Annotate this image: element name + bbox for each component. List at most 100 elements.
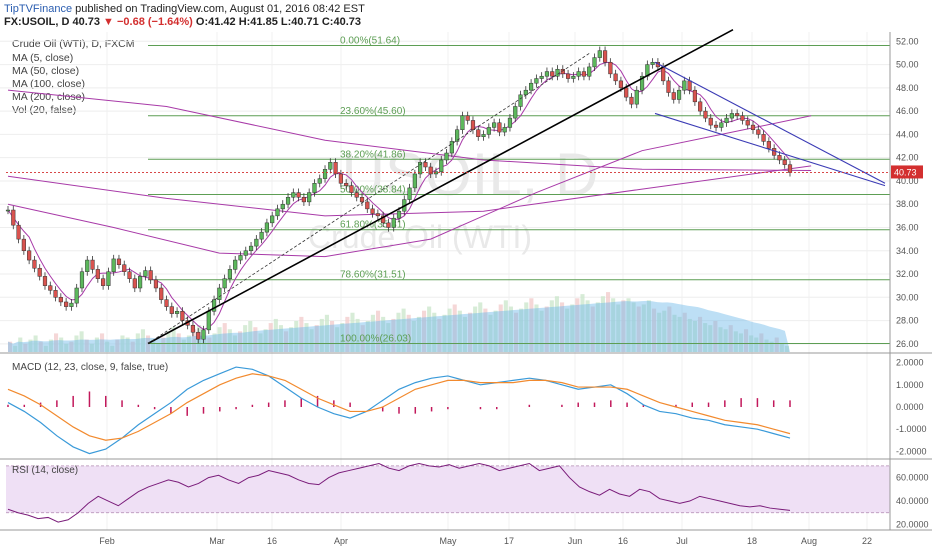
volume-bar [273, 318, 278, 352]
volume-bar [376, 310, 381, 352]
rsi-tick-label: 20.0000 [896, 519, 929, 529]
macd-title: MACD (12, 23, close, 9, false, true) [12, 362, 168, 373]
candle-body [317, 178, 322, 184]
fib-level-label: 100.00%(26.03) [340, 334, 411, 345]
candle-body [344, 183, 349, 186]
candle-body [106, 271, 111, 286]
volume-bar [692, 321, 697, 352]
candle-body [206, 311, 211, 331]
candle-body [190, 324, 196, 333]
candle-body [32, 259, 37, 269]
candle-body [476, 129, 481, 137]
candle-body [772, 148, 777, 156]
x-tick-label: 16 [267, 536, 277, 546]
volume-bar [682, 312, 687, 352]
volume-bar [652, 308, 657, 352]
candle-body [576, 71, 581, 77]
volume-bar [324, 314, 329, 352]
ma-line [7, 115, 812, 258]
candle-body [259, 231, 264, 240]
candle-body [365, 201, 370, 210]
candle-body [127, 271, 132, 279]
x-tick-label: Jul [676, 536, 688, 546]
volume-bar [151, 339, 156, 352]
volume-bar [631, 302, 636, 352]
volume-bar [120, 335, 125, 352]
price-tick-label: 46.00 [896, 106, 919, 116]
volume-bar [289, 327, 294, 352]
price-tick-label: 48.00 [896, 83, 919, 93]
price-tick-label: 28.00 [896, 316, 919, 326]
volume-bar [432, 312, 437, 352]
volume-bar [43, 345, 48, 352]
volume-bar [74, 335, 79, 352]
candle-body [407, 187, 412, 200]
volume-bar [580, 294, 585, 352]
candle-body [338, 173, 343, 184]
candle-body [291, 192, 296, 198]
candle-body [618, 80, 624, 89]
candle-body [735, 113, 740, 117]
candle-body [713, 124, 719, 128]
price-tick-label: 52.00 [896, 36, 919, 46]
candle-body [333, 162, 338, 175]
rsi-panel: RSI (14, close) 60.0000 40.0000 20.0000 [6, 462, 929, 529]
candle-body [79, 271, 85, 289]
volume-bar [442, 314, 447, 352]
candle-body [312, 183, 317, 193]
volume-bar [23, 343, 28, 352]
candle-body [423, 162, 428, 168]
candle-body [217, 287, 222, 300]
candle-body [729, 113, 734, 119]
volume-bar [600, 296, 605, 352]
candle-body [48, 285, 53, 291]
volume-bar [110, 345, 115, 352]
candle-body [164, 299, 169, 307]
volume-bar [64, 343, 69, 352]
candle-body [238, 255, 243, 261]
volume-bar [595, 302, 600, 352]
rsi-line [7, 462, 791, 523]
candle-body [412, 173, 417, 189]
volume-bar [294, 321, 299, 352]
publisher-link[interactable]: TipTVFinance [4, 3, 73, 15]
volume-bar [304, 323, 309, 352]
fib-level-label: 38.20%(41.86) [340, 149, 406, 160]
candle-body [666, 80, 671, 93]
trendlines [6, 28, 890, 345]
volume-bar [54, 333, 59, 352]
dotted-trend-line [147, 52, 591, 344]
volume-bar [575, 298, 580, 352]
macd-tick-label: 0.0000 [896, 402, 924, 412]
candle-body [285, 196, 291, 205]
candle-body [608, 62, 613, 75]
candle-body [782, 159, 787, 165]
volume-bar [192, 329, 197, 352]
volume-bar [345, 316, 350, 352]
candle-body [539, 75, 544, 79]
legend-item-ma100[interactable]: MA (100, close) [12, 78, 85, 90]
volume-bar [626, 298, 631, 352]
x-tick-label: 17 [504, 536, 514, 546]
volume-bar [314, 325, 319, 352]
candle-body [132, 278, 137, 289]
volume-bar [554, 296, 559, 352]
legend-item-ma50[interactable]: MA (50, close) [12, 65, 80, 77]
candle-body [5, 209, 11, 212]
candle-body [101, 278, 106, 286]
legend-item-ma5[interactable]: MA (5, close) [12, 52, 74, 64]
legend-item-volume[interactable]: Vol (20, false) [12, 104, 77, 116]
volume-bar [365, 321, 370, 352]
candle-body [687, 80, 692, 91]
volume-bar [611, 298, 616, 352]
volume-bar [248, 321, 253, 352]
volume-bar [355, 318, 360, 352]
volume-bar [677, 316, 682, 352]
volume-bar [212, 333, 217, 352]
candle-body [122, 264, 127, 272]
channel-lower-line [654, 112, 886, 187]
legend-item-ma200[interactable]: MA (200, close) [12, 91, 85, 103]
macd-tick-label: 2.0000 [896, 358, 924, 368]
fib-level-label: 50.00%(38.84) [340, 184, 406, 195]
